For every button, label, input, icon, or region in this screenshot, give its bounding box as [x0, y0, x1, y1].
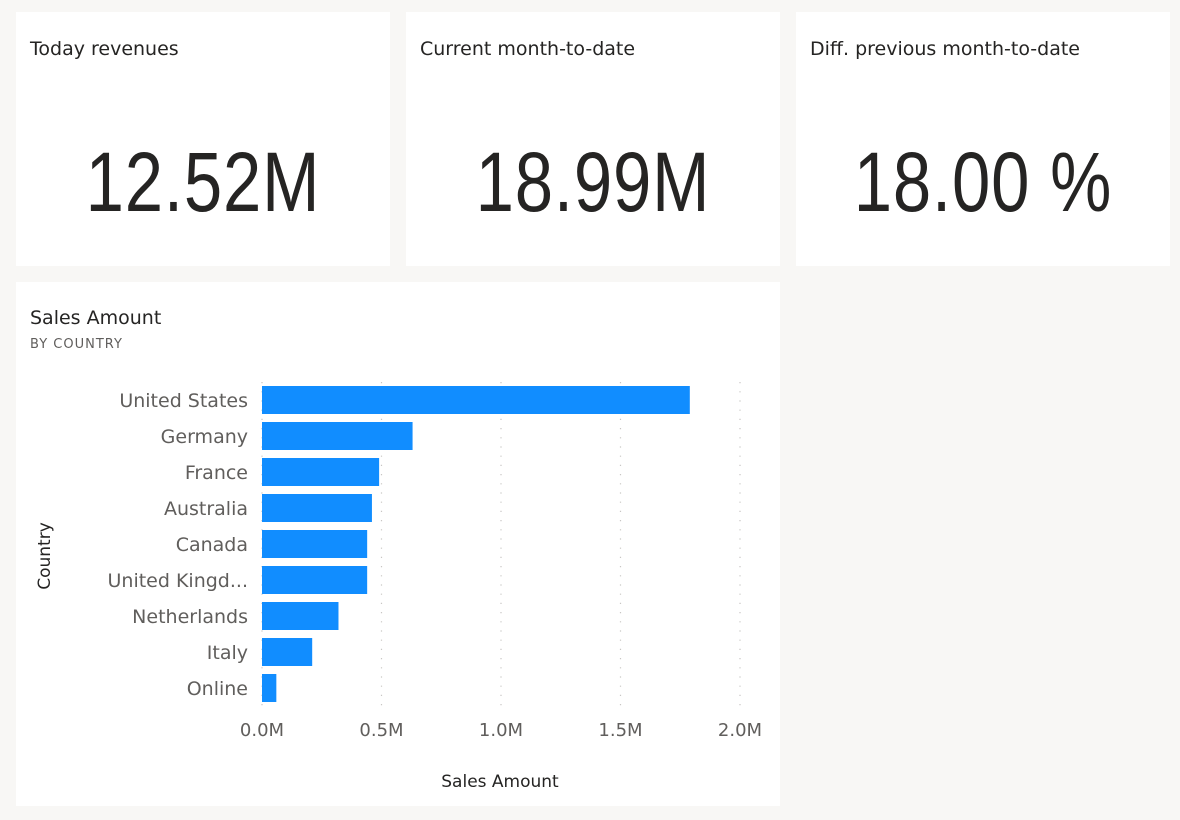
kpi-value: 18.00 %: [853, 135, 1113, 229]
bar-italy: [262, 638, 313, 666]
x-axis-title: Sales Amount: [441, 772, 559, 792]
category-label: Germany: [161, 426, 248, 448]
kpi-card-month-to-date[interactable]: Current month-to-date 18.99M: [406, 12, 780, 266]
kpi-value: 12.52M: [85, 135, 321, 229]
sales-by-country-chart[interactable]: Sales Amount BY COUNTRY United States Ger…: [16, 282, 780, 806]
chart-title: Sales Amount: [30, 307, 162, 329]
x-tick-labels: 0.0M 0.5M 1.0M 1.5M 2.0M: [240, 720, 762, 741]
kpi-title: Today revenues: [30, 38, 179, 60]
x-tick-label: 1.5M: [598, 720, 642, 741]
category-label: Online: [187, 678, 248, 700]
kpi-title: Diff. previous month-to-date: [810, 38, 1080, 60]
x-tick-label: 1.0M: [479, 720, 523, 741]
bars: [262, 386, 690, 702]
bar-netherlands: [262, 602, 339, 630]
category-label: Canada: [176, 534, 248, 556]
category-label: United States: [119, 390, 248, 412]
category-label: Australia: [164, 498, 248, 520]
bar-united-states: [262, 386, 690, 414]
category-label: United Kingd...: [108, 570, 249, 592]
x-tick-label: 2.0M: [718, 720, 762, 741]
x-tick-label: 0.0M: [240, 720, 284, 741]
category-label: Italy: [207, 642, 248, 664]
y-axis-title: Country: [35, 522, 55, 590]
x-tick-label: 0.5M: [359, 720, 403, 741]
bar-canada: [262, 530, 368, 558]
kpi-title: Current month-to-date: [420, 38, 636, 60]
kpi-card-today-revenues[interactable]: Today revenues 12.52M: [16, 12, 390, 266]
bar-australia: [262, 494, 372, 522]
bar-online: [262, 674, 277, 702]
chart-subtitle: BY COUNTRY: [30, 337, 123, 352]
category-labels: United States Germany France Australia Canad…: [108, 390, 249, 700]
kpi-value: 18.99M: [475, 135, 711, 229]
bar-united-kingd-: [262, 566, 368, 594]
kpi-card-diff-previous[interactable]: Diff. previous month-to-date 18.00 %: [796, 12, 1170, 266]
category-label: France: [185, 462, 248, 484]
bar-germany: [262, 422, 413, 450]
category-label: Netherlands: [132, 606, 248, 628]
bar-france: [262, 458, 380, 486]
bar-plot: United States Germany France Australia Canad…: [35, 382, 762, 792]
